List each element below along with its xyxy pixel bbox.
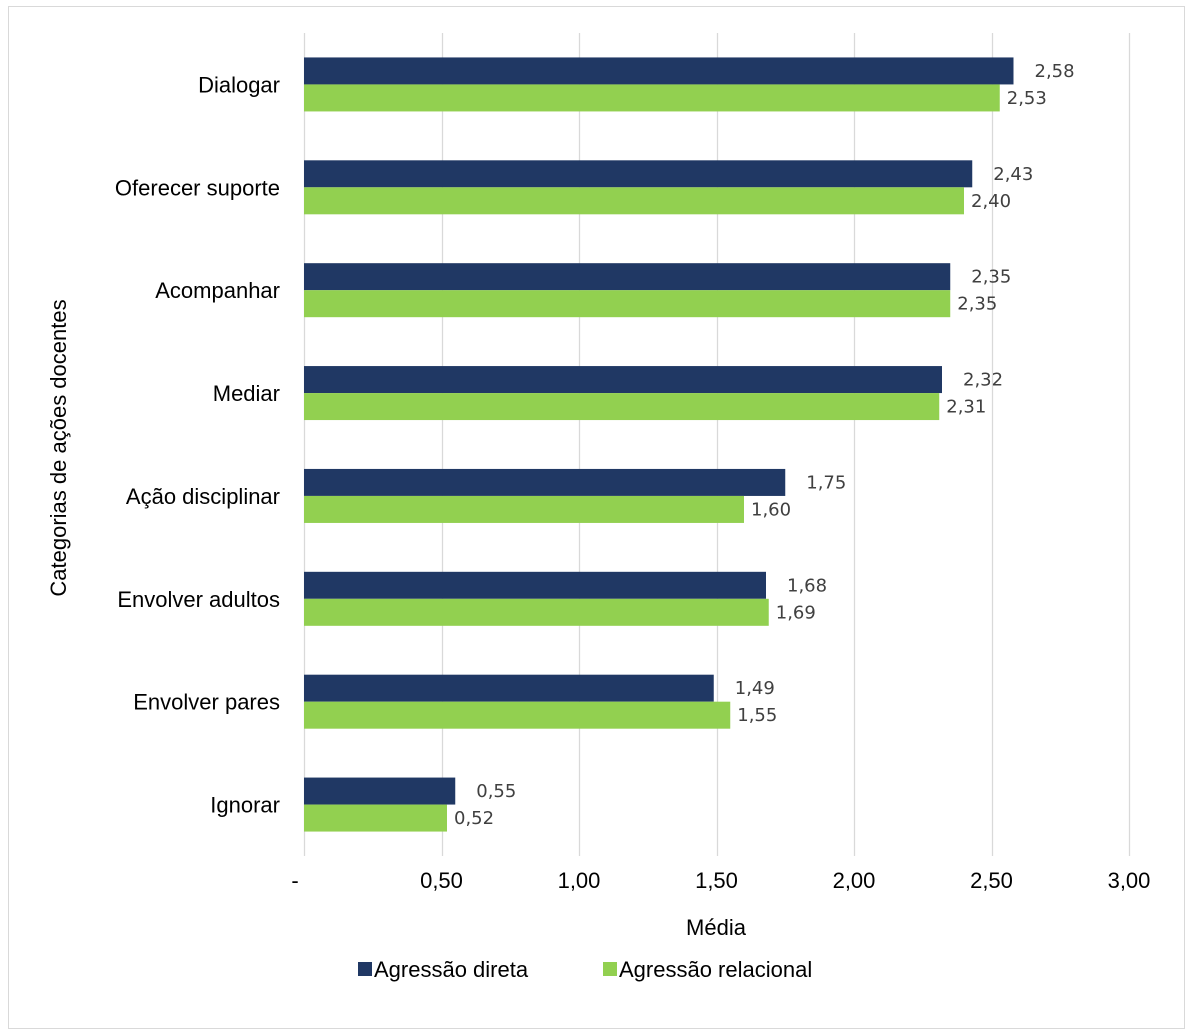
x-tick-label: 3,00	[1108, 868, 1151, 893]
bar-direta	[304, 263, 951, 291]
data-label: 2,35	[957, 294, 997, 315]
data-label: 2,58	[1035, 61, 1075, 82]
data-label: 1,55	[737, 705, 777, 726]
bar-relacional	[304, 187, 964, 215]
category-labels: Dialogar Oferecer suporte Acompanhar Mediar…	[115, 72, 280, 817]
legend-label: Agressão relacional	[619, 957, 812, 982]
x-axis-title: Média	[686, 915, 747, 940]
data-labels: 2,58 2,53 2,43 2,40 2,35 2,35 2,32 2,31 1,75 1,60…	[454, 61, 1075, 829]
legend-swatch	[358, 962, 372, 976]
category-label: Ação disciplinar	[126, 484, 280, 509]
bar-relacional	[304, 393, 940, 421]
x-tick-label: 2,50	[970, 868, 1013, 893]
category-label: Acompanhar	[155, 278, 280, 303]
data-label: 1,69	[776, 602, 816, 623]
category-label: Envolver pares	[133, 690, 280, 715]
bar-relacional	[304, 84, 1000, 112]
x-tick-label: 1,50	[695, 868, 738, 893]
x-tick-labels: - 0,50 1,00 1,50 2,00 2,50 3,00	[291, 868, 1150, 893]
data-label: 2,35	[971, 267, 1011, 288]
x-tick-label: 1,00	[558, 868, 601, 893]
data-label: 2,40	[971, 191, 1011, 212]
category-label: Oferecer suporte	[115, 175, 280, 200]
x-tick-label: 0,50	[420, 868, 463, 893]
y-axis-title: Categorias de ações docentes	[46, 299, 71, 596]
bar-direta	[304, 468, 786, 496]
data-label: 1,68	[787, 575, 827, 596]
data-label: 0,55	[476, 781, 516, 802]
category-label: Dialogar	[198, 72, 280, 97]
x-tick-label: -	[291, 868, 298, 893]
gridlines	[303, 33, 1131, 856]
bars	[304, 57, 1014, 832]
bar-relacional	[304, 598, 769, 626]
bar-relacional	[304, 495, 744, 523]
category-label: Envolver adultos	[117, 587, 280, 612]
data-label: 0,52	[454, 808, 494, 829]
bar-direta	[304, 57, 1014, 85]
bar-direta	[304, 571, 766, 599]
legend-swatch	[603, 962, 617, 976]
data-label: 2,53	[1007, 88, 1047, 109]
data-label: 2,31	[946, 397, 986, 418]
category-label: Mediar	[213, 381, 280, 406]
x-tick-label: 2,00	[833, 868, 876, 893]
bar-direta	[304, 160, 973, 188]
data-label: 1,49	[735, 678, 775, 699]
bar-relacional	[304, 804, 447, 832]
legend: Agressão direta Agressão relacional	[358, 957, 812, 982]
bar-direta	[304, 777, 456, 805]
data-label: 1,60	[751, 499, 791, 520]
bar-relacional	[304, 701, 731, 729]
category-label: Ignorar	[210, 793, 280, 818]
legend-label: Agressão direta	[374, 957, 529, 982]
bar-relacional	[304, 290, 951, 318]
bar-direta	[304, 366, 942, 394]
data-label: 2,32	[963, 370, 1003, 391]
bar-direta	[304, 674, 714, 702]
data-label: 1,75	[806, 472, 846, 493]
data-label: 2,43	[993, 164, 1033, 185]
